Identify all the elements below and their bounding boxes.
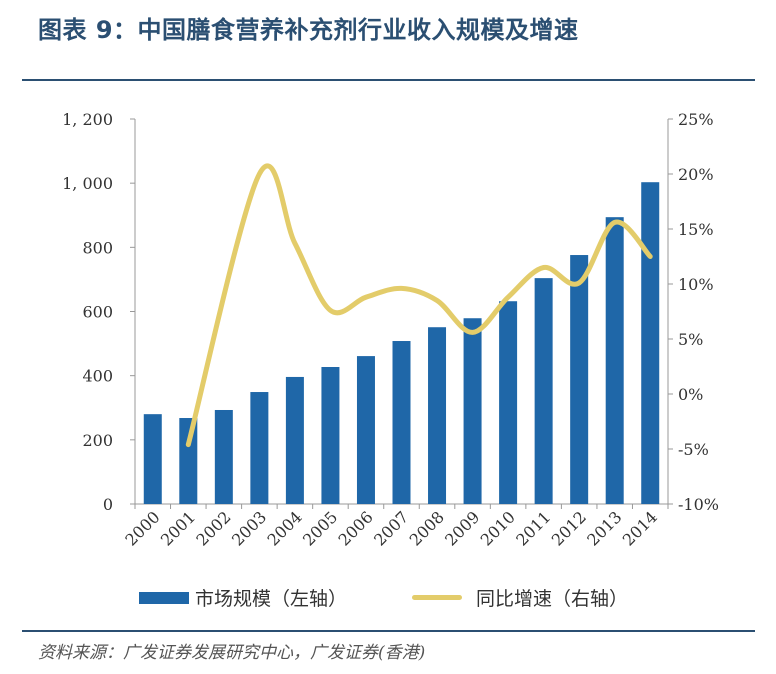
- top-rule: [22, 79, 755, 81]
- left-tick-label: 800: [82, 238, 113, 257]
- x-tick-label: 2009: [441, 507, 483, 549]
- growth-line: [185, 163, 653, 448]
- bar-2002: [214, 409, 233, 504]
- x-tick-label: 2002: [192, 507, 234, 549]
- source-note: 资料来源：广发证券发展研究中心，广发证券(香港): [38, 643, 426, 663]
- bottom-rule: [22, 630, 755, 632]
- bar-2000: [143, 414, 162, 504]
- right-tick-label: 5%: [678, 330, 703, 349]
- figure-title: 图表 9：中国膳食营养补充剂行业收入规模及增速: [38, 16, 579, 44]
- legend-item-line: 同比增速（右轴）: [412, 584, 628, 611]
- bar-2001: [179, 418, 198, 504]
- legend-item-bar: 市场规模（左轴）: [139, 584, 347, 611]
- bar-2012: [570, 255, 589, 504]
- bar-2003: [250, 392, 269, 504]
- x-tick-label: 2012: [548, 507, 590, 549]
- bar-2014: [641, 182, 660, 504]
- x-tick-label: 2014: [619, 507, 661, 549]
- left-tick-label: 1, 000: [62, 174, 113, 193]
- bar-2007: [392, 341, 411, 504]
- legend-swatch-line: [412, 595, 462, 600]
- right-tick-label: 25%: [678, 110, 714, 129]
- right-tick-label: -5%: [678, 440, 709, 459]
- x-tick-label: 2003: [228, 507, 270, 549]
- x-tick-label: 2013: [583, 507, 625, 549]
- x-tick-label: 2001: [157, 507, 199, 549]
- chart: 0 200 400 600 800 1, 000 1, 200 -10% -5% 0% 5% 10% 1…: [62, 110, 719, 550]
- x-tick-label: 2011: [512, 507, 554, 549]
- bar-2008: [428, 327, 447, 504]
- x-tick-label: 2008: [406, 507, 448, 549]
- left-tick-label: 600: [82, 303, 113, 322]
- left-tick-label: 400: [82, 367, 113, 386]
- right-tick-label: 15%: [678, 220, 714, 239]
- bar-2005: [321, 367, 340, 504]
- legend-label-bar: 市场规模（左轴）: [195, 588, 348, 610]
- bar-2011: [534, 278, 553, 504]
- right-tick-label: 20%: [678, 165, 714, 184]
- bar-2009: [463, 318, 482, 504]
- x-tick-label: 2000: [121, 507, 163, 549]
- x-tick-label: 2010: [477, 507, 519, 549]
- legend-label-line: 同比增速（右轴）: [476, 588, 629, 610]
- bar-2013: [605, 217, 624, 505]
- x-tick-label: 2007: [370, 507, 412, 549]
- left-tick-label: 1, 200: [62, 110, 113, 129]
- right-tick-label: -10%: [678, 495, 719, 514]
- bar-2010: [499, 301, 518, 504]
- left-tick-label: 0: [103, 495, 113, 514]
- x-tick-label: 2006: [335, 507, 377, 549]
- x-tick-label: 2005: [299, 507, 341, 549]
- right-tick-label: 10%: [678, 275, 714, 294]
- x-tick-label: 2004: [264, 507, 306, 549]
- left-tick-label: 200: [82, 431, 113, 450]
- right-tick-label: 0%: [678, 385, 703, 404]
- bar-2004: [285, 376, 304, 504]
- bar-2006: [356, 356, 375, 504]
- legend-swatch-bar: [139, 591, 189, 604]
